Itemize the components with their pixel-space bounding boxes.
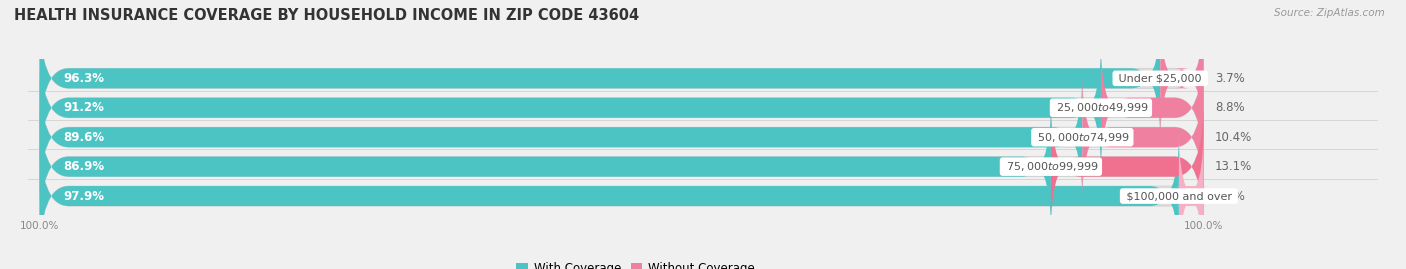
Text: $75,000 to $99,999: $75,000 to $99,999	[1002, 160, 1099, 173]
FancyBboxPatch shape	[39, 132, 1204, 260]
FancyBboxPatch shape	[39, 74, 1204, 201]
FancyBboxPatch shape	[1101, 44, 1204, 171]
FancyBboxPatch shape	[39, 44, 1101, 171]
Text: $50,000 to $74,999: $50,000 to $74,999	[1033, 131, 1130, 144]
Legend: With Coverage, Without Coverage: With Coverage, Without Coverage	[512, 257, 759, 269]
FancyBboxPatch shape	[39, 103, 1204, 230]
Text: 10.4%: 10.4%	[1215, 131, 1253, 144]
Text: 8.8%: 8.8%	[1215, 101, 1244, 114]
FancyBboxPatch shape	[1050, 103, 1204, 230]
Text: 91.2%: 91.2%	[63, 101, 104, 114]
Text: 2.1%: 2.1%	[1215, 190, 1244, 203]
FancyBboxPatch shape	[1174, 132, 1208, 260]
FancyBboxPatch shape	[1160, 15, 1204, 142]
Text: $100,000 and over: $100,000 and over	[1122, 191, 1234, 201]
Text: 3.7%: 3.7%	[1215, 72, 1244, 85]
FancyBboxPatch shape	[39, 103, 1050, 230]
Text: 86.9%: 86.9%	[63, 160, 104, 173]
FancyBboxPatch shape	[39, 15, 1160, 142]
FancyBboxPatch shape	[39, 44, 1204, 171]
Text: 96.3%: 96.3%	[63, 72, 104, 85]
Text: 97.9%: 97.9%	[63, 190, 104, 203]
Text: 13.1%: 13.1%	[1215, 160, 1253, 173]
FancyBboxPatch shape	[39, 15, 1204, 142]
Text: HEALTH INSURANCE COVERAGE BY HOUSEHOLD INCOME IN ZIP CODE 43604: HEALTH INSURANCE COVERAGE BY HOUSEHOLD I…	[14, 8, 640, 23]
FancyBboxPatch shape	[39, 132, 1178, 260]
FancyBboxPatch shape	[1083, 74, 1204, 201]
Text: 89.6%: 89.6%	[63, 131, 104, 144]
Text: Source: ZipAtlas.com: Source: ZipAtlas.com	[1274, 8, 1385, 18]
Text: Under $25,000: Under $25,000	[1115, 73, 1205, 83]
FancyBboxPatch shape	[39, 74, 1083, 201]
Text: $25,000 to $49,999: $25,000 to $49,999	[1053, 101, 1149, 114]
